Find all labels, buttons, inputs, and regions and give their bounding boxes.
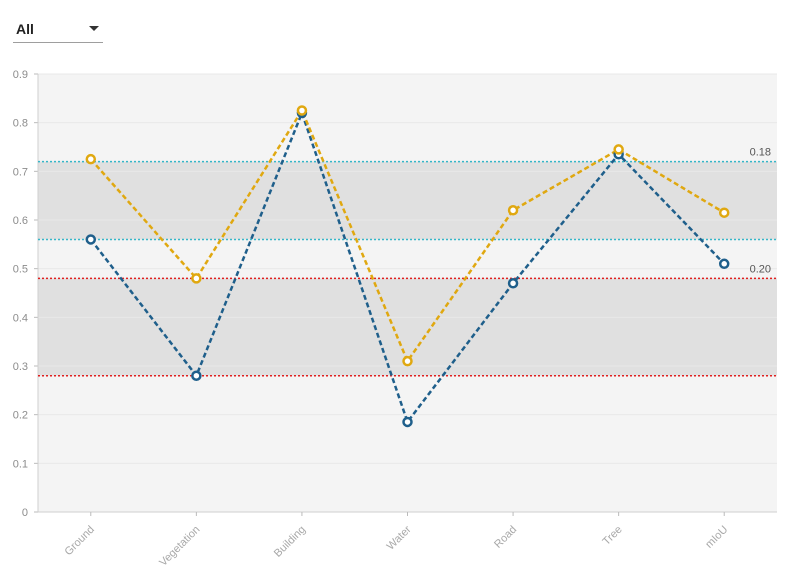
x-tick-label: Road bbox=[492, 524, 519, 551]
y-tick-label: 0.5 bbox=[13, 264, 28, 276]
band-label-1: 0.20 bbox=[750, 263, 771, 275]
data-point-s1-4 bbox=[507, 205, 519, 216]
data-point-s1-6 bbox=[718, 207, 730, 218]
x-tick-label: Vegetation bbox=[157, 524, 202, 569]
data-point-s0-1 bbox=[191, 370, 202, 381]
data-point-s1-1 bbox=[191, 273, 202, 284]
data-point-s0-4 bbox=[507, 278, 519, 289]
band-area-0 bbox=[38, 161, 777, 240]
y-tick-label: 0.9 bbox=[13, 69, 28, 81]
y-tick-label: 0.3 bbox=[13, 361, 28, 373]
y-tick-label: 0.7 bbox=[13, 166, 28, 178]
y-tick-label: 0.8 bbox=[13, 118, 28, 130]
x-tick-label: Building bbox=[272, 524, 308, 560]
category-filter-dropdown[interactable]: All bbox=[13, 12, 103, 43]
x-tick-label: mIoU bbox=[703, 524, 730, 551]
x-tick-label: Water bbox=[385, 523, 414, 552]
data-point-s0-3 bbox=[402, 416, 413, 428]
data-point-s0-0 bbox=[85, 234, 97, 245]
x-tick-label: Tree bbox=[601, 524, 625, 548]
y-tick-label: 0.6 bbox=[13, 215, 28, 227]
band-label-0: 0.18 bbox=[750, 147, 771, 159]
chevron-down-icon bbox=[89, 26, 99, 31]
data-point-s1-0 bbox=[85, 153, 97, 165]
data-point-s1-2 bbox=[296, 105, 308, 116]
data-point-s1-5 bbox=[613, 144, 624, 155]
x-tick-label: Ground bbox=[62, 524, 96, 558]
y-tick-label: 0.1 bbox=[13, 458, 28, 470]
data-point-s0-6 bbox=[718, 258, 730, 270]
y-tick-label: 0.4 bbox=[13, 312, 28, 324]
y-tick-label: 0 bbox=[22, 507, 28, 519]
data-point-s1-3 bbox=[402, 355, 413, 367]
filter-selected-value: All bbox=[16, 21, 34, 37]
y-tick-label: 0.2 bbox=[13, 410, 28, 422]
